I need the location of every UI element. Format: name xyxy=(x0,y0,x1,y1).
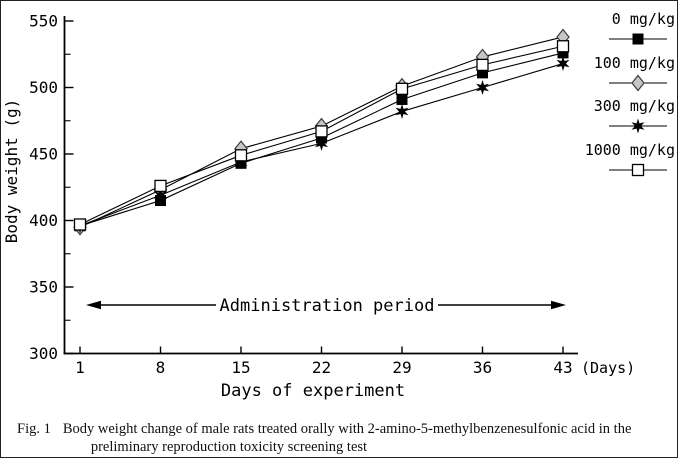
filled-square-marker-icon xyxy=(396,93,408,105)
y-tick-label: 450 xyxy=(29,145,58,164)
x-tick-label: 8 xyxy=(156,358,166,377)
x-unit-label: (Days) xyxy=(581,359,635,377)
star-marker-icon xyxy=(234,154,248,170)
legend-item: 1000 mg/kg xyxy=(585,141,675,186)
star-marker-icon xyxy=(631,118,645,134)
x-tick-label: 36 xyxy=(473,358,492,377)
star-marker-icon xyxy=(556,56,570,72)
open-square-marker-icon xyxy=(395,82,409,95)
caption-text-line2: preliminary reproduction toxicity screen… xyxy=(90,439,368,455)
star-marker-icon xyxy=(476,80,489,95)
legend-item: 0 mg/kg xyxy=(593,11,675,55)
legend-label: 1000 mg/kg xyxy=(584,140,675,159)
series-markers xyxy=(73,56,570,234)
y-tick-label: 350 xyxy=(29,278,58,297)
legend: 0 mg/kg 100 mg/kg 300 mg/kg 1000 mg/kg xyxy=(585,11,675,186)
filled-square-marker-icon xyxy=(557,47,569,59)
x-tick-label: 43 xyxy=(553,358,572,377)
x-tick-label: 15 xyxy=(231,358,250,377)
caption-text-line1: Body weight change of male rats treated … xyxy=(62,421,632,437)
filled-square-marker-icon xyxy=(477,67,488,79)
legend-marker-sample xyxy=(609,163,667,176)
legend-marker-sample xyxy=(609,33,667,45)
chart-svg: 300 350 400 450 500 550 1 8 15 22 29 36 43 (Days) Days… xyxy=(2,12,635,402)
open-square-marker-icon xyxy=(154,179,167,193)
legend-label: 0 mg/kg xyxy=(611,10,675,28)
y-tick-label: 550 xyxy=(29,12,58,31)
x-tick-label: 29 xyxy=(392,358,411,377)
legend-marker-sample xyxy=(609,118,667,134)
figure-caption: Fig. 1 Body weight change of male rats t… xyxy=(17,420,669,456)
star-marker-icon xyxy=(315,135,328,151)
caption-text: Body weight change of male rats treated … xyxy=(63,420,632,456)
right-arrowhead-icon xyxy=(551,300,566,310)
open-square-marker-icon xyxy=(73,218,87,231)
open-square-marker-icon xyxy=(234,149,248,162)
y-tick-label: 400 xyxy=(29,211,58,230)
x-axis-title: Days of experiment xyxy=(221,381,405,401)
open-square-marker-icon xyxy=(476,58,489,72)
star-marker-icon xyxy=(154,187,167,203)
filled-square-marker-icon xyxy=(632,33,644,45)
y-tick-label: 500 xyxy=(29,78,58,97)
series-markers xyxy=(73,40,570,231)
open-square-marker-icon xyxy=(556,40,570,53)
y-axis-title: Body weight (g) xyxy=(2,99,21,244)
caption-label: Fig. 1 xyxy=(17,421,51,437)
x-tick-label: 1 xyxy=(75,358,85,377)
star-marker-icon xyxy=(395,103,409,119)
open-square-marker-icon xyxy=(631,163,645,176)
y-tick-label: 300 xyxy=(29,344,58,363)
legend-marker-sample xyxy=(609,74,667,91)
x-tick-label: 22 xyxy=(312,358,331,377)
legend-label: 300 mg/kg xyxy=(593,97,675,115)
legend-label: 100 mg/kg xyxy=(593,53,675,72)
gray-diamond-marker-icon xyxy=(631,74,645,91)
legend-item: 100 mg/kg xyxy=(593,53,675,99)
left-arrowhead-icon xyxy=(86,300,101,310)
open-square-marker-icon xyxy=(315,125,328,138)
administration-period-annotation: Administration period xyxy=(86,296,566,316)
annotation-text: Administration period xyxy=(220,296,435,316)
legend-item: 300 mg/kg xyxy=(593,98,675,142)
